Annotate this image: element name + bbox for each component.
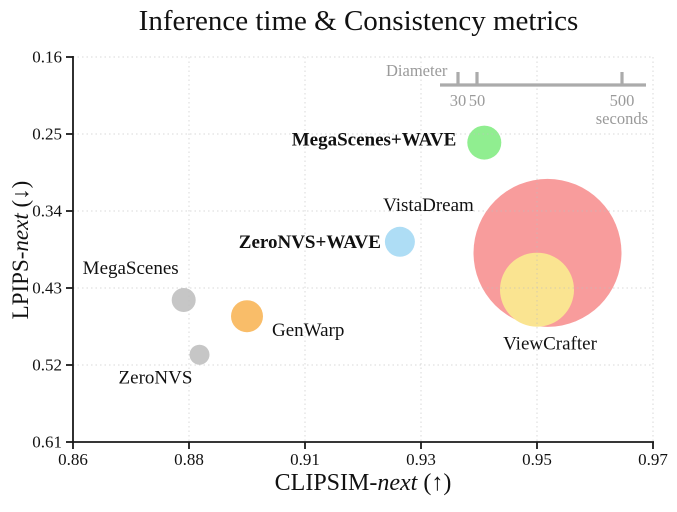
x-tick-label: 0.86 <box>58 450 88 469</box>
x-tick-label: 0.95 <box>522 450 552 469</box>
bubble-megascenes-wave <box>467 125 502 160</box>
diameter-tick-label: 50 <box>469 91 486 110</box>
x-tick-label: 0.91 <box>290 450 320 469</box>
x-axis-label: CLIPSIM-next (↑) <box>73 470 653 497</box>
diameter-legend-title: Diameter <box>386 61 448 80</box>
x-tick-label: 0.93 <box>406 450 436 469</box>
y-axis-label-arrow: (↓) <box>8 180 33 214</box>
point-label-genwarp: GenWarp <box>272 320 344 341</box>
x-axis-label-prefix: CLIPSIM- <box>274 470 378 496</box>
bubble-zeronvs-wave <box>384 226 415 257</box>
y-tick-label: 0.16 <box>32 48 62 67</box>
x-axis-label-metric: next <box>377 470 418 496</box>
point-label-zeronvs-wave: ZeroNVS+WAVE <box>239 232 381 253</box>
bubble-genwarp <box>231 300 263 333</box>
chart-title: Inference time & Consistency metrics <box>138 5 579 37</box>
diameter-tick-label: 30 <box>450 91 467 110</box>
diameter-unit-label: seconds <box>596 109 648 128</box>
point-label-viewcrafter: ViewCrafter <box>503 334 597 355</box>
bubble-viewcrafter <box>500 252 574 327</box>
y-tick-label: 0.25 <box>32 125 62 144</box>
point-label-zeronvs: ZeroNVS <box>119 368 193 389</box>
diameter-tick-label: 500 <box>610 91 635 110</box>
y-axis-label-prefix: LPIPS- <box>8 251 33 320</box>
y-axis-label-metric: next <box>8 213 33 252</box>
y-tick-label: 0.43 <box>32 279 62 298</box>
y-tick-label: 0.61 <box>32 433 62 452</box>
x-tick-label: 0.88 <box>174 450 204 469</box>
point-label-vistadream: VistaDream <box>383 195 474 216</box>
point-label-megascenes-wave: MegaScenes+WAVE <box>292 130 457 151</box>
y-axis-label: LPIPS-next (↓) <box>8 181 34 320</box>
y-tick-label: 0.52 <box>32 356 62 375</box>
y-tick-label: 0.34 <box>32 202 62 221</box>
x-tick-label: 0.97 <box>638 450 668 469</box>
bubble-zeronvs <box>189 344 210 365</box>
x-axis-label-arrow: (↑) <box>417 470 452 496</box>
point-label-megascenes: MegaScenes <box>83 258 179 279</box>
bubble-megascenes <box>171 288 196 312</box>
